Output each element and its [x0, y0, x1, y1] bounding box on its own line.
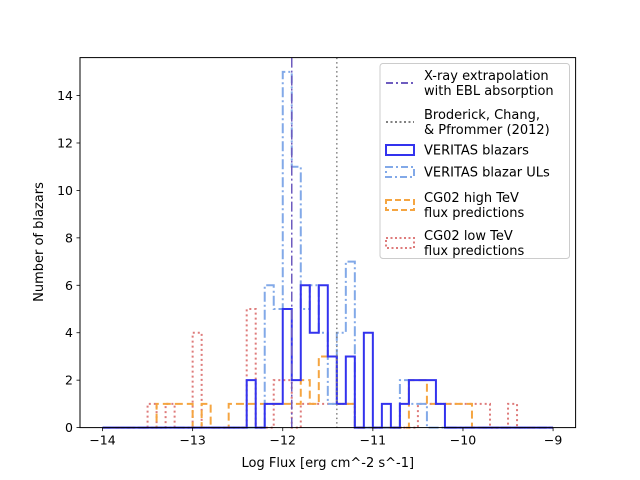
histogram-series-3 — [102, 284, 554, 429]
legend-entry-veritas: VERITAS blazars — [385, 144, 529, 159]
legend-label: X-ray extrapolation with EBL absorption — [424, 69, 554, 99]
legend-label: VERITAS blazars — [424, 144, 529, 159]
legend-label: CG02 low TeV flux predictions — [424, 229, 524, 259]
histogram-series-1 — [102, 355, 554, 429]
legend: X-ray extrapolation with EBL absorption Br… — [379, 63, 570, 259]
x-tick-label: −11 — [360, 433, 386, 448]
legend-label: VERITAS blazar ULs — [424, 166, 550, 181]
legend-swatch — [385, 199, 415, 211]
legend-swatch — [385, 237, 415, 249]
x-tick-label: −12 — [270, 433, 296, 448]
y-axis: 0 2 4 6 8 10 12 14 — [57, 88, 80, 435]
y-tick-label: 6 — [65, 278, 73, 293]
x-tick-label: −9 — [544, 433, 562, 448]
legend-entry-vline0: X-ray extrapolation with EBL absorption — [386, 69, 554, 99]
legend-entry-low: CG02 low TeV flux predictions — [385, 229, 524, 259]
legend-box — [379, 63, 570, 259]
histogram-series-0 — [102, 308, 554, 429]
x-axis: −14 −13 −12 −11 −10 −9 — [89, 427, 562, 448]
legend-swatch — [385, 166, 415, 178]
y-tick-label: 12 — [57, 135, 73, 150]
axes-frame — [79, 57, 577, 429]
y-tick-label: 10 — [57, 183, 73, 198]
y-tick-label: 0 — [65, 420, 73, 435]
y-tick-label: 4 — [65, 325, 73, 340]
y-tick-label: 8 — [65, 230, 73, 245]
reference-lines — [291, 57, 338, 428]
legend-entry-high: CG02 high TeV flux predictions — [385, 191, 524, 221]
y-axis-label: Number of blazars — [32, 182, 47, 302]
x-tick-label: −13 — [179, 433, 205, 448]
legend-entry-vline1: Broderick, Chang, & Pfrommer (2012) — [386, 108, 550, 138]
legend-entry-uls: VERITAS blazar ULs — [385, 166, 550, 181]
x-tick-label: −14 — [89, 433, 115, 448]
y-tick-label: 2 — [65, 373, 73, 388]
x-tick-label: −10 — [450, 433, 476, 448]
legend-label: CG02 high TeV flux predictions — [424, 191, 524, 221]
legend-label: Broderick, Chang, & Pfrommer (2012) — [424, 108, 550, 138]
y-tick-label: 14 — [57, 88, 73, 103]
legend-swatch — [385, 144, 415, 156]
x-axis-label: Log Flux [erg cm^-2 s^-1] — [242, 456, 415, 471]
